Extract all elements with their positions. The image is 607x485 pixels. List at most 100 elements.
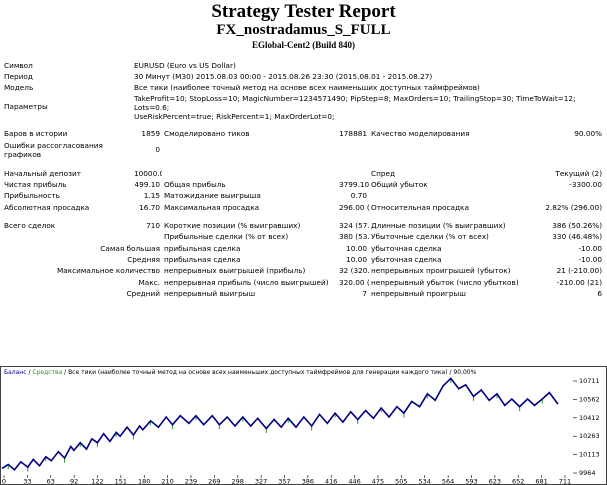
value2: 32 (320.00) (339, 266, 369, 276)
label: Макс. (138, 277, 160, 287)
params-line2: UseRiskPercent=true; RiskPercent=1; MaxO… (134, 111, 335, 121)
label3: Относительная просадка (371, 202, 469, 212)
report-table: Символ EURUSD (Euro vs US Dollar) Период… (2, 60, 604, 299)
label: Ошибки рассогласования графиков (4, 141, 103, 160)
value3: 330 (46.48%) (552, 232, 603, 242)
balance-chart: Баланс / Средства / Все тики (наиболее т… (0, 366, 607, 485)
y-tick-label: 10711 (579, 377, 600, 385)
label2: прибыльная сделка (164, 243, 241, 253)
label3: Длинные позиции (% выигравших) (371, 221, 506, 231)
y-tick-label: 10263 (579, 432, 600, 440)
value: TakeProfit=10; StopLoss=10; MagicNumber=… (132, 94, 604, 121)
row-deposit: Начальный депозит 10000.00 Спред Текущий… (2, 168, 604, 179)
expert-name: FX_nostradamus_S_FULL (216, 22, 391, 38)
label2: Общая прибыль (164, 180, 226, 190)
value3: -10.00 (578, 254, 603, 264)
value: 10000.00 (134, 168, 162, 178)
x-tick-label: 681 (535, 478, 547, 485)
label: Баров в истории (4, 128, 68, 138)
label3: Качество моделирования (371, 128, 470, 138)
x-tick-label: 327 (255, 478, 267, 485)
label2: Смоделировано тиков (164, 128, 250, 138)
x-tick-label: 122 (91, 478, 103, 485)
value3: 90.00% (574, 128, 603, 138)
value2: 380 (53.52%) (339, 232, 369, 242)
label: Средний (126, 288, 160, 298)
x-tick-label: 475 (372, 478, 384, 485)
y-axis: 10711 10562 10412 10263 10113 9964 (573, 377, 600, 477)
label3: убыточная сделка (371, 254, 442, 264)
label3: Убыточные сделки (% от всех) (371, 232, 489, 242)
x-tick-label: 210 (161, 478, 173, 485)
value: 0 (155, 145, 160, 155)
row-average: Средняя прибыльная сделка 10.00 убыточна… (2, 254, 604, 265)
x-tick-label: 652 (512, 478, 524, 485)
value3: 2.82% (296.00) (545, 202, 603, 212)
value2: 320.00 (32) (339, 277, 369, 287)
label2: Матожидание выигрыша (164, 191, 261, 201)
x-tick-label: 564 (442, 478, 454, 485)
value2: 7 (362, 288, 367, 298)
label3: непрерывных проигрышей (убыток) (371, 266, 511, 276)
row-largest: Самая большая прибыльная сделка 10.00 уб… (2, 243, 604, 254)
label3: Спред (371, 168, 396, 178)
x-tick-label: 416 (325, 478, 337, 485)
row-params: Параметры TakeProfit=10; StopLoss=10; Ma… (2, 94, 604, 121)
row-symbol: Символ EURUSD (Euro vs US Dollar) (2, 60, 604, 71)
label: Параметры (4, 102, 48, 112)
x-tick-label: 63 (47, 478, 55, 485)
x-tick-label: 446 (348, 478, 360, 485)
x-tick-label: 239 (185, 478, 197, 485)
x-tick-label: 92 (70, 478, 78, 485)
row-model: Модель Все тики (наиболее точный метод н… (2, 83, 604, 94)
label: Период (4, 71, 33, 81)
value2: 10.00 (346, 254, 367, 264)
x-tick-label: 711 (559, 478, 571, 485)
label3: убыточная сделка (371, 243, 442, 253)
value: 1.15 (143, 191, 160, 201)
value2: 324 (57.41%) (339, 221, 369, 231)
value: 499.10 (134, 180, 160, 190)
value3: 386 (50.26%) (552, 221, 603, 231)
label3: непрерывный проигрыш (371, 288, 466, 298)
x-tick-label: 180 (138, 478, 150, 485)
label: Прибыльность (4, 191, 60, 201)
label: Средняя (127, 254, 160, 264)
row-drawdown: Абсолютная просадка 16.70 Максимальная п… (2, 202, 604, 213)
label: Чистая прибыль (4, 180, 67, 190)
x-tick-label: 151 (115, 478, 127, 485)
x-tick-label: 33 (23, 478, 31, 485)
x-tick-label: 0 (2, 478, 6, 485)
label2: непрерывных выигрышей (прибыль) (164, 266, 306, 276)
row-avg-consecutive: Средний непрерывный выигрыш 7 непрерывны… (2, 288, 604, 299)
value3: 6 (597, 288, 603, 298)
value: 710 (146, 221, 160, 231)
x-tick-label: 623 (489, 478, 501, 485)
chart-legend: Баланс / Средства / Все тики (наиболее т… (4, 369, 477, 376)
label2: Максимальная просадка (164, 202, 260, 212)
legend-balance: Баланс (4, 369, 27, 376)
label: Абсолютная просадка (4, 202, 90, 212)
y-tick-label: 10113 (579, 451, 600, 459)
row-period: Период 30 Минут (M30) 2015.08.03 00:00 -… (2, 71, 604, 82)
x-axis: 0 33 63 92 122 151 180 210 239 269 298 327 357 386 416… (2, 475, 571, 485)
label2: Короткие позиции (% выигравших) (164, 221, 301, 231)
label: Самая большая (100, 243, 160, 253)
label2: Прибыльные сделки (% от всех) (164, 232, 289, 242)
balance-series (1, 377, 559, 471)
x-tick-label: 298 (232, 478, 244, 485)
label2: прибыльная сделка (164, 254, 241, 264)
chart-frame (0, 366, 607, 485)
legend-equity: Средства (32, 369, 62, 376)
x-tick-label: 386 (302, 478, 314, 485)
value3: -10.00 (578, 243, 603, 253)
x-tick-label: 269 (208, 478, 220, 485)
x-tick-label: 505 (395, 478, 407, 485)
label: Всего сделок (4, 221, 56, 231)
y-tick-label: 9964 (579, 469, 596, 477)
legend-slash: / (27, 369, 33, 376)
x-tick-label: 534 (419, 478, 431, 485)
row-trades: Всего сделок 710 Короткие позиции (% выи… (2, 220, 604, 231)
params-line1: TakeProfit=10; StopLoss=10; MagicNumber=… (134, 93, 576, 112)
label: Максимальное количество (56, 266, 160, 276)
